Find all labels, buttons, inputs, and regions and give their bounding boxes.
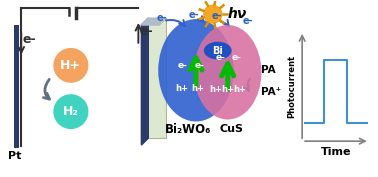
Text: H₂: H₂ [63, 105, 79, 118]
Circle shape [54, 95, 88, 128]
Circle shape [204, 5, 222, 23]
Text: e-: e- [232, 53, 242, 62]
Text: e-: e- [211, 11, 222, 21]
Text: e-: e- [139, 25, 153, 38]
Text: h+: h+ [233, 85, 246, 95]
Text: PA: PA [262, 65, 276, 75]
Polygon shape [141, 18, 166, 25]
Circle shape [54, 49, 88, 82]
Bar [148, 18, 166, 138]
Text: e-: e- [22, 33, 36, 46]
Text: e-: e- [242, 16, 253, 26]
Text: e-: e- [189, 10, 199, 20]
Text: h+: h+ [175, 84, 189, 93]
Text: e-: e- [216, 53, 226, 62]
Text: e-: e- [195, 61, 205, 70]
Text: Bi₂WO₆: Bi₂WO₆ [165, 123, 211, 136]
Polygon shape [141, 18, 148, 145]
Text: Photocurrent: Photocurrent [288, 55, 297, 118]
Ellipse shape [194, 25, 262, 119]
Text: Pt: Pt [8, 151, 21, 161]
Text: h+: h+ [209, 85, 222, 95]
Text: Bi: Bi [212, 46, 223, 56]
Text: h+: h+ [221, 85, 234, 95]
Ellipse shape [158, 19, 234, 121]
Bar [14, 25, 19, 148]
Ellipse shape [204, 42, 232, 59]
Text: H+: H+ [60, 59, 81, 72]
Text: e-: e- [178, 61, 188, 70]
Text: e-: e- [157, 13, 167, 23]
Text: hν: hν [228, 7, 247, 21]
Text: h+: h+ [191, 84, 204, 93]
Text: Time: Time [321, 147, 351, 157]
Text: PA⁺: PA⁺ [262, 87, 282, 97]
Text: CuS: CuS [220, 124, 244, 134]
